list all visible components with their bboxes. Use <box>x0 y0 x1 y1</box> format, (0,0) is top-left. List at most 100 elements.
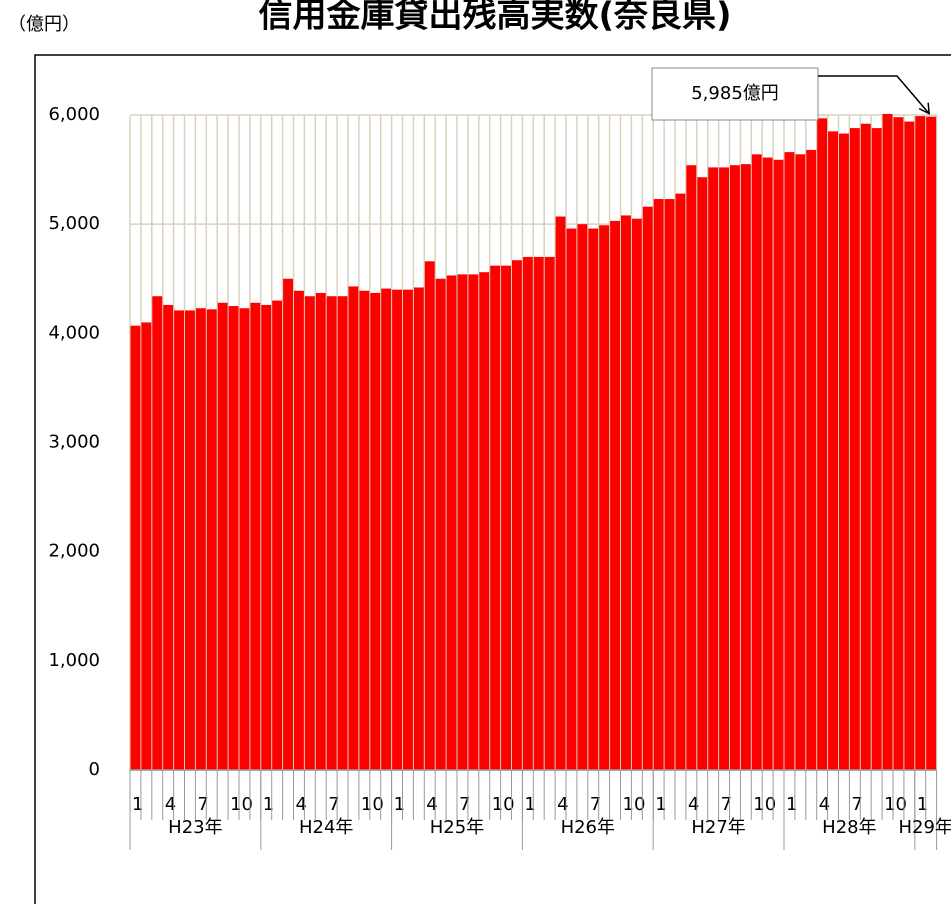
bar <box>130 325 141 770</box>
bar <box>522 256 533 771</box>
group-label: H24年 <box>299 817 353 838</box>
bar <box>915 116 926 770</box>
bar <box>871 128 882 771</box>
x-tick-label: 7 <box>459 794 470 815</box>
bar <box>762 157 773 770</box>
y-unit: （億円） <box>8 14 80 35</box>
bar <box>577 224 588 770</box>
bar <box>686 165 697 770</box>
bar <box>435 278 446 770</box>
bar <box>610 220 620 770</box>
bar <box>599 225 610 771</box>
bar <box>860 123 871 770</box>
bar <box>708 167 719 770</box>
bar <box>642 206 653 770</box>
bar <box>893 117 904 770</box>
bar <box>664 199 675 770</box>
bar <box>697 177 708 771</box>
bar <box>730 165 740 770</box>
bar <box>839 133 849 770</box>
x-tick-label: 10 <box>753 794 776 815</box>
y-tick-label: 5,000 <box>48 213 100 234</box>
x-tick-label: 7 <box>197 794 208 815</box>
x-tick-label: 7 <box>328 794 339 815</box>
bar <box>555 216 566 770</box>
bar <box>828 131 838 770</box>
bar <box>784 152 795 770</box>
bar <box>446 275 457 770</box>
bar <box>817 118 828 770</box>
bar <box>849 128 860 771</box>
bar <box>544 256 555 771</box>
x-tick-label: 4 <box>426 794 437 815</box>
x-tick-label: 10 <box>492 794 515 815</box>
bar <box>773 159 784 771</box>
bar <box>272 300 283 770</box>
bar <box>621 215 631 770</box>
bar <box>141 322 152 770</box>
y-tick-label: 0 <box>89 759 100 780</box>
y-tick-label: 1,000 <box>48 650 100 671</box>
x-tick-label: 10 <box>361 794 384 815</box>
x-tick-label: 1 <box>917 794 928 815</box>
arrow-head <box>918 102 931 115</box>
bar <box>217 302 228 770</box>
bar <box>250 302 261 770</box>
annotation-box <box>651 67 819 121</box>
bar <box>185 310 195 770</box>
bar <box>512 260 522 770</box>
annotation-arrow <box>818 75 930 115</box>
bar <box>337 296 348 770</box>
bar <box>413 287 424 770</box>
y-tick-label: 6,000 <box>48 104 100 125</box>
x-tick-label: 4 <box>819 794 830 815</box>
bar <box>490 265 501 770</box>
y-tick-label: 4,000 <box>48 322 100 343</box>
bar <box>653 199 664 770</box>
bar <box>326 296 337 770</box>
bar <box>174 310 184 770</box>
bar <box>370 292 381 770</box>
bar <box>719 167 729 770</box>
bar <box>348 286 359 770</box>
bar <box>315 292 326 770</box>
x-tick-label: 4 <box>296 794 307 815</box>
bar <box>904 121 915 771</box>
group-label: H25年 <box>430 817 484 838</box>
bar <box>566 228 577 771</box>
x-tick-label: 1 <box>655 794 666 815</box>
x-tick-label: 1 <box>132 794 143 815</box>
bar <box>675 193 686 771</box>
bar <box>631 218 642 771</box>
x-tick-label: 10 <box>230 794 253 815</box>
bar <box>239 308 250 770</box>
group-label: H29年 <box>898 817 951 838</box>
group-label: H27年 <box>691 817 745 838</box>
bar <box>304 296 315 770</box>
bar <box>926 116 937 770</box>
bar <box>457 274 468 770</box>
x-tick-label: 4 <box>688 794 699 815</box>
bar <box>403 289 413 770</box>
bar <box>228 306 239 770</box>
bar <box>501 265 511 770</box>
bar <box>283 278 293 770</box>
x-tick-label: 10 <box>623 794 646 815</box>
annotation-label: 5,985億円 <box>691 83 779 104</box>
x-tick-label: 7 <box>721 794 732 815</box>
bar <box>588 228 599 771</box>
x-tick-label: 1 <box>786 794 797 815</box>
bar <box>795 154 806 771</box>
x-tick-label: 10 <box>884 794 907 815</box>
group-label: H28年 <box>822 817 876 838</box>
x-tick-label: 1 <box>394 794 405 815</box>
x-tick-label: 7 <box>851 794 862 815</box>
chart-title: 信用金庫貸出残高実数(奈良県) <box>258 0 731 36</box>
x-tick-label: 4 <box>557 794 568 815</box>
bar <box>152 296 163 770</box>
x-tick-label: 1 <box>524 794 535 815</box>
bar <box>163 304 174 770</box>
bar <box>806 149 817 770</box>
bar <box>479 272 490 770</box>
